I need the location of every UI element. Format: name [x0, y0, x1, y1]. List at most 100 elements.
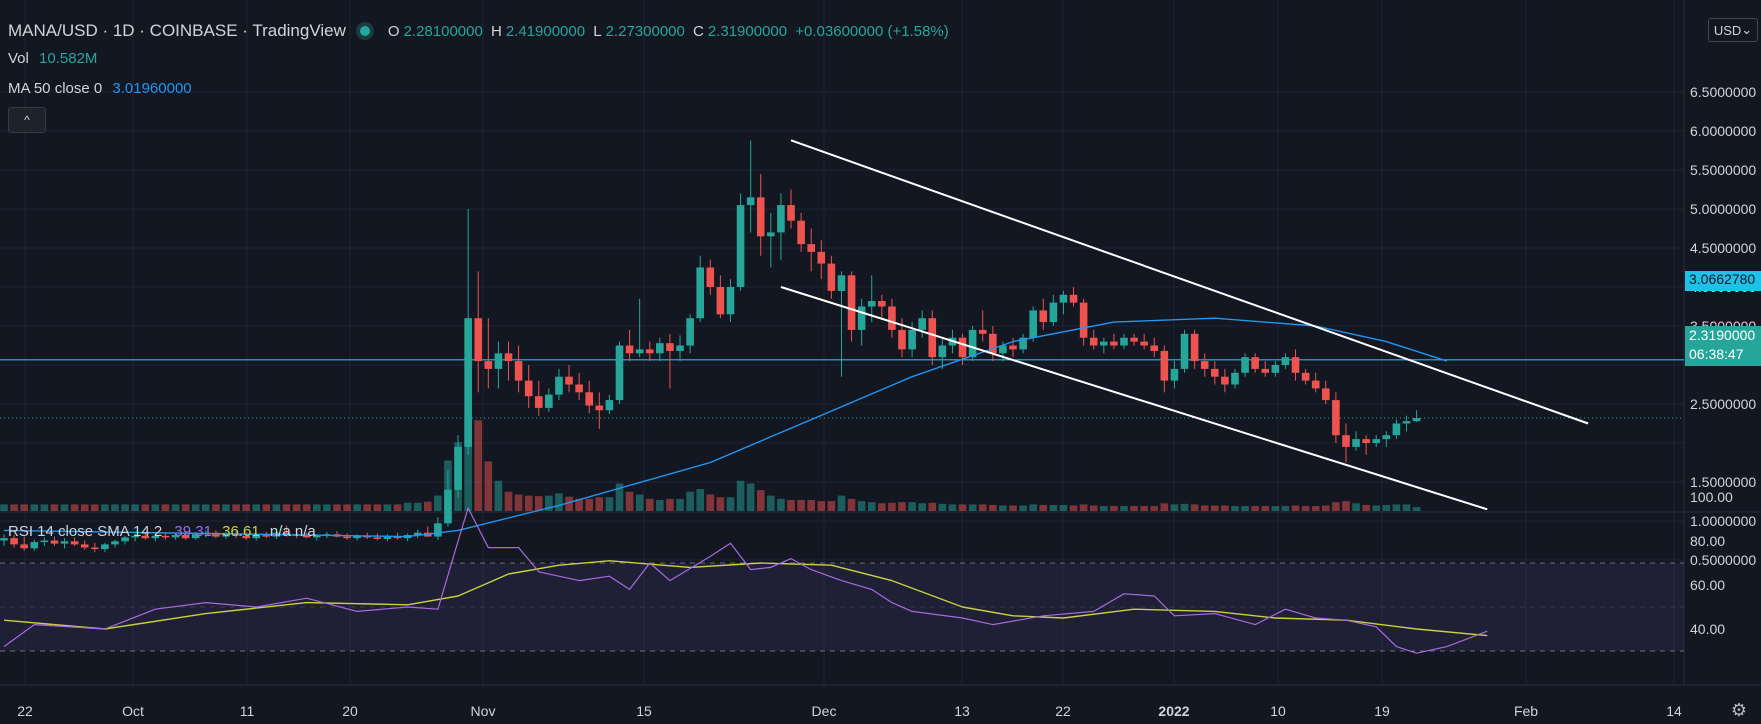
collapse-legend-button[interactable]: ^	[8, 107, 46, 133]
candle-body	[252, 535, 261, 539]
volume-bar	[1059, 504, 1068, 511]
candle-body	[847, 275, 856, 330]
ma-legend[interactable]: MA 50 close 0 3.01960000	[8, 80, 192, 97]
candle-body	[797, 220, 805, 245]
volume-bar	[20, 504, 28, 511]
candle-body	[1261, 368, 1270, 373]
volume-bar	[746, 483, 755, 511]
volume-bar	[323, 504, 331, 511]
volume-bar	[1150, 506, 1159, 511]
volume-bar	[726, 497, 735, 511]
volume-bar	[1402, 504, 1411, 511]
volume-bar	[212, 504, 220, 511]
bar-countdown: 06:38:47	[1689, 346, 1744, 362]
candle-body	[1251, 357, 1259, 369]
volume-bar	[1261, 506, 1270, 511]
candle-body	[1120, 337, 1128, 346]
volume-bar	[312, 504, 321, 511]
volume-bar	[847, 498, 856, 511]
candle-body	[666, 343, 674, 351]
time-axis-label: 19	[1374, 703, 1390, 719]
candle-body	[171, 535, 180, 538]
candle-body	[1271, 365, 1280, 373]
candle-body	[1291, 357, 1300, 373]
candle-body	[1301, 372, 1310, 381]
volume-bar	[534, 496, 543, 511]
rsi-axis-label: 60.00	[1690, 577, 1725, 593]
volume-bar	[181, 504, 190, 511]
time-axis-label: 10	[1270, 703, 1286, 719]
symbol-title[interactable]: MANA/USD · 1D · COINBASE · TradingView	[8, 21, 346, 40]
candle-body	[645, 349, 654, 354]
candle-body	[40, 540, 49, 543]
volume-bar	[1241, 506, 1249, 511]
volume-bar	[1382, 504, 1391, 511]
candle-body	[232, 534, 240, 536]
last-price-tag: 2.3190000 06:38:47	[1685, 326, 1761, 366]
volume-bar	[565, 496, 573, 511]
candle-body	[928, 318, 937, 358]
candle-body	[222, 534, 230, 537]
chevron-down-icon: ⌄	[1741, 22, 1753, 37]
candle-body	[878, 301, 886, 307]
candle-body	[444, 489, 452, 524]
candle-body	[968, 329, 977, 358]
candle-body	[625, 345, 634, 354]
candle-body	[91, 547, 99, 550]
candle-body	[1019, 337, 1027, 350]
volume-bar	[141, 504, 150, 511]
rsi-legend[interactable]: RSI 14 close SMA 14 2 39.31 36.61 n/a n/…	[8, 523, 316, 540]
volume-bar	[938, 503, 947, 511]
gear-icon[interactable]: ⚙	[1730, 700, 1747, 720]
candle-body	[1241, 357, 1249, 373]
candle-body	[242, 535, 250, 539]
candle-body	[857, 306, 866, 330]
candle-body	[151, 535, 160, 539]
volume-bar	[787, 500, 795, 511]
volume-bar	[464, 417, 472, 511]
volume-bar	[1039, 504, 1048, 511]
candle-body	[212, 532, 220, 537]
volume-bar	[575, 498, 583, 511]
volume-bar	[91, 504, 99, 511]
volume-legend[interactable]: Vol 10.582M	[8, 50, 98, 67]
volume-bar	[1019, 505, 1027, 511]
volume-bar	[807, 500, 815, 511]
candle-body	[262, 535, 271, 537]
price-axis-label: 4.5000000	[1690, 240, 1756, 256]
candle-body	[121, 537, 129, 542]
candle-body	[555, 376, 563, 395]
volume-bar	[131, 504, 139, 511]
volume-bar	[1271, 506, 1280, 511]
candle-body	[656, 343, 664, 354]
volume-bar	[1301, 506, 1310, 511]
volume-bar	[928, 502, 937, 511]
volume-bar	[797, 500, 805, 511]
rsi-sma-line	[3, 560, 1488, 637]
volume-bar	[524, 495, 533, 511]
volume-bar	[413, 502, 422, 511]
volume-bar	[393, 504, 402, 511]
candle-body	[807, 244, 815, 252]
time-axis-label: Feb	[1514, 703, 1538, 719]
price-axis-label: 6.5000000	[1690, 84, 1756, 100]
time-axis-label: Dec	[812, 703, 837, 719]
currency-select[interactable]: USD ⌄	[1708, 18, 1758, 42]
candle-body	[615, 345, 624, 401]
candle-body	[141, 535, 150, 539]
volume-bar	[1311, 506, 1320, 511]
volume-bar	[989, 504, 997, 511]
rsi-axis-label: 80.00	[1690, 533, 1725, 549]
volume-bar	[716, 497, 725, 511]
candle-body	[746, 197, 755, 206]
candle-body	[1049, 302, 1058, 323]
candle-body	[1190, 333, 1199, 362]
candle-body	[413, 532, 422, 536]
volume-bar	[1089, 505, 1098, 511]
price-axis-label: 5.5000000	[1690, 162, 1756, 178]
candle-body	[989, 333, 997, 354]
volume-bar	[272, 504, 281, 511]
candle-body	[736, 205, 745, 287]
volume-bar	[736, 480, 745, 511]
